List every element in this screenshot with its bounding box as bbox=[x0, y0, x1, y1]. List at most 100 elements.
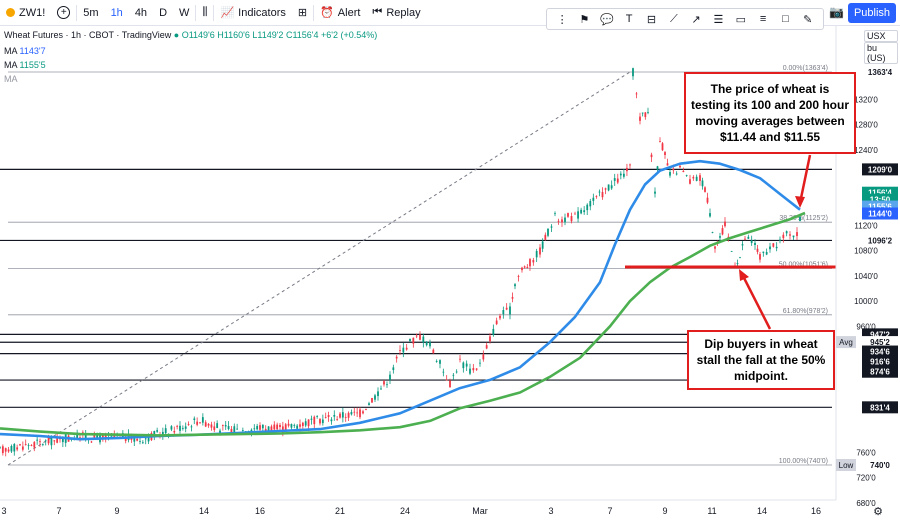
candle-body bbox=[775, 246, 778, 249]
candle-body bbox=[316, 416, 319, 417]
ruler-icon[interactable]: ⊟ bbox=[646, 13, 657, 26]
x-tick-label: 3 bbox=[548, 506, 553, 516]
x-tick-label: 24 bbox=[400, 506, 410, 516]
fib-label-3: 61.80%(978'2) bbox=[783, 308, 828, 315]
candle-body bbox=[714, 246, 716, 249]
rectangle-icon[interactable]: ▭ bbox=[735, 13, 746, 26]
price-tag-text: 1144'0 bbox=[868, 210, 892, 219]
drag-handle-icon[interactable]: ⋮ bbox=[556, 13, 568, 26]
alert-button[interactable]: ⏰ Alert bbox=[314, 0, 366, 26]
candle-body bbox=[350, 412, 353, 415]
price-tag-text: 1096'2 bbox=[868, 236, 893, 245]
candle-body bbox=[176, 425, 179, 427]
candle-body bbox=[392, 367, 395, 371]
candle-body bbox=[574, 213, 576, 215]
candle-body bbox=[583, 210, 586, 213]
candle-body bbox=[365, 408, 367, 410]
chart-legend: Wheat Futures · 1h · CBOT · TradingView … bbox=[4, 30, 377, 40]
candle-body bbox=[724, 221, 726, 227]
candle-body bbox=[465, 363, 468, 367]
replay-button[interactable]: ⏮ Replay bbox=[366, 0, 426, 26]
candle-body bbox=[133, 437, 136, 442]
candle-body bbox=[224, 425, 227, 427]
ray-icon[interactable]: ↗ bbox=[691, 13, 701, 26]
candle-body bbox=[10, 446, 13, 452]
ma-legend-1[interactable]: MA 1143'7 bbox=[4, 46, 46, 56]
candle-body bbox=[330, 419, 333, 422]
square-icon[interactable]: □ bbox=[782, 13, 789, 25]
interval-label: W bbox=[179, 6, 190, 19]
candle-body bbox=[44, 440, 47, 442]
symbol-search[interactable]: ZW1! bbox=[0, 0, 51, 26]
candle-body bbox=[492, 328, 495, 335]
callout-bottom: Dip buyers in wheat stall the fall at th… bbox=[687, 330, 835, 390]
trend-line-icon[interactable]: ⟋ bbox=[669, 12, 678, 25]
unit-selector[interactable]: bu (US) bbox=[864, 42, 898, 64]
interval-5m[interactable]: 5m bbox=[77, 0, 104, 26]
candle-body bbox=[495, 320, 498, 325]
brush-icon[interactable]: ✎ bbox=[803, 13, 813, 26]
candle-body bbox=[409, 338, 411, 342]
candle-body bbox=[550, 226, 553, 228]
candle-body bbox=[772, 243, 775, 247]
candle-body bbox=[233, 426, 236, 433]
fib-icon[interactable]: ☰ bbox=[713, 13, 724, 26]
candle-body bbox=[747, 236, 750, 239]
candle-body bbox=[380, 388, 382, 390]
candle-body bbox=[50, 437, 53, 446]
candle-body bbox=[610, 185, 613, 189]
chart-type-button[interactable]: ⫼ bbox=[196, 0, 213, 26]
comment-icon[interactable]: 💬 bbox=[599, 13, 614, 26]
candle-body bbox=[592, 197, 595, 201]
currency-selector[interactable]: USX bbox=[864, 30, 898, 42]
candle-body bbox=[442, 371, 445, 373]
y-tick-label: 1120'0 bbox=[854, 221, 878, 230]
compare-button[interactable]: + bbox=[51, 0, 76, 26]
interval-4h[interactable]: 4h bbox=[129, 0, 153, 26]
interval-d[interactable]: D bbox=[153, 0, 173, 26]
indicators-button[interactable]: 📈 Indicators bbox=[214, 0, 291, 26]
candle-body bbox=[313, 416, 316, 425]
candle-body bbox=[706, 197, 709, 203]
candle-body bbox=[632, 68, 634, 77]
candle-body bbox=[241, 430, 244, 431]
time-axis bbox=[0, 500, 900, 522]
templates-button[interactable]: ⊞ bbox=[292, 0, 313, 26]
arrow-bottom-head bbox=[739, 269, 749, 281]
arrow-top-shaft bbox=[798, 154, 812, 204]
candle-body bbox=[561, 219, 563, 223]
candle-body bbox=[96, 435, 99, 439]
candle-body bbox=[499, 315, 501, 319]
y-tick-label: 720'0 bbox=[856, 474, 876, 483]
candle-body bbox=[792, 235, 795, 238]
candle-body bbox=[1, 446, 4, 454]
lines-icon[interactable]: ≡ bbox=[759, 13, 767, 25]
candle-body bbox=[383, 381, 385, 385]
candle-body bbox=[586, 204, 589, 211]
publish-button[interactable]: Publish bbox=[848, 3, 896, 23]
candle-body bbox=[273, 424, 276, 430]
candle-body bbox=[544, 234, 547, 240]
divider bbox=[76, 4, 78, 21]
candle-body bbox=[526, 266, 529, 268]
candle-body bbox=[514, 284, 516, 287]
plus-icon: + bbox=[57, 6, 71, 19]
candle-body bbox=[432, 349, 435, 354]
candle-body bbox=[679, 165, 681, 168]
interval-w[interactable]: W bbox=[173, 0, 195, 26]
candle-body bbox=[301, 422, 304, 427]
candle-body bbox=[750, 240, 753, 244]
candle-body bbox=[785, 231, 788, 234]
text-icon[interactable]: T bbox=[625, 13, 633, 25]
interval-1h[interactable]: 1h bbox=[105, 0, 129, 26]
candle-body bbox=[472, 368, 475, 371]
camera-icon[interactable]: 📷 bbox=[829, 5, 844, 19]
flag-icon[interactable]: ⚑ bbox=[579, 13, 590, 26]
legend-title: Wheat Futures · 1h · CBOT · TradingView bbox=[4, 30, 172, 40]
candle-body bbox=[564, 217, 566, 223]
candle-body bbox=[739, 257, 741, 259]
ma-legend-2[interactable]: MA 1155'5 bbox=[4, 60, 46, 70]
ma-legend-3[interactable]: MA bbox=[4, 74, 18, 84]
candle-body bbox=[601, 192, 604, 198]
